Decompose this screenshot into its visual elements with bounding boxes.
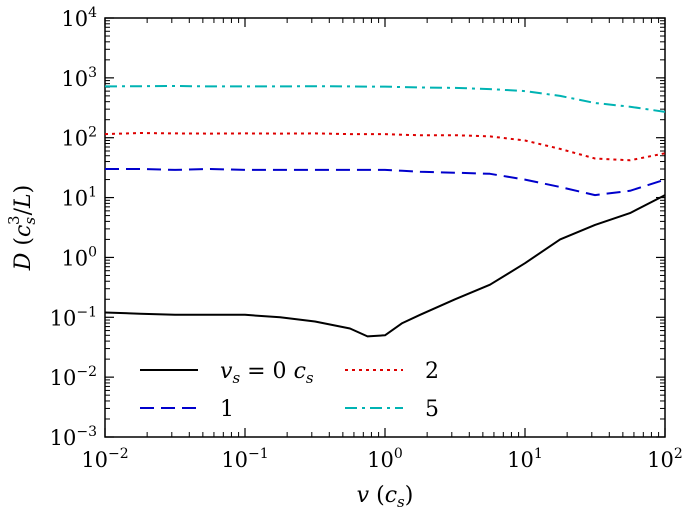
x-axis: 10−2 10−1 100 101 102: [81, 18, 683, 472]
x-label-unit: c: [385, 483, 397, 508]
series-line-2: [105, 168, 666, 197]
x-tick-label: 10−2: [81, 446, 128, 472]
y-label-unit-sub: s: [21, 217, 39, 225]
y-tick-exponent: 4: [88, 5, 97, 21]
x-tick-label: 100: [367, 446, 403, 472]
y-label-unit-sup: 3: [5, 215, 23, 225]
legend-equals: = 0: [240, 359, 293, 384]
y-tick-base: 10: [50, 426, 77, 450]
legend-var: v: [220, 359, 233, 384]
series-line-1: [104, 194, 666, 338]
y-tick-base: 10: [50, 366, 77, 390]
y-tick-exponent: 0: [88, 244, 97, 260]
y-tick-base: 10: [61, 187, 88, 211]
y-tick-exponent: −3: [76, 424, 97, 440]
x-tick-base: 10: [81, 448, 108, 472]
y-tick-exponent: −2: [76, 364, 97, 380]
legend-unit: c: [294, 359, 306, 384]
x-tick-label: 10−1: [221, 446, 268, 472]
y-tick-label: 104: [61, 5, 97, 31]
y-tick-base: 10: [61, 127, 88, 151]
x-tick-label: 101: [507, 446, 543, 472]
y-label-slash: /: [11, 207, 36, 215]
legend-text: 1: [220, 397, 234, 422]
y-tick-base: 10: [61, 7, 88, 31]
y-axis-label: D (cs3/L): [5, 185, 39, 271]
y-tick-label: 102: [61, 125, 97, 151]
y-label-unit: c: [11, 225, 36, 237]
plot-lines: [104, 85, 666, 338]
y-tick-label: 100: [61, 244, 97, 270]
x-axis-label: v (cs): [357, 483, 414, 511]
legend-unit-sub: s: [306, 369, 314, 387]
y-tick-label: 101: [61, 185, 97, 211]
y-tick-exponent: 3: [88, 65, 97, 81]
y-tick-label: 103: [61, 65, 97, 91]
y-tick-base: 10: [50, 306, 77, 330]
y-tick-exponent: −1: [76, 304, 97, 320]
series-line-3: [104, 132, 666, 162]
x-tick-base: 10: [221, 448, 248, 472]
x-tick-exponent: −2: [108, 446, 129, 462]
x-tick-base: 10: [507, 448, 534, 472]
y-tick-label: 10−1: [50, 304, 97, 330]
legend-label-3: 2: [425, 359, 439, 384]
y-label-paren: ): [11, 185, 36, 194]
x-tick-base: 10: [647, 448, 674, 472]
legend-label-4: 5: [425, 397, 439, 422]
y-tick-exponent: 1: [88, 185, 97, 201]
axis-labels: v (cs)D (cs3/L): [5, 185, 413, 511]
y-label-length: L: [11, 193, 36, 209]
series-line-4: [104, 85, 666, 113]
legend-label-1: vs = 0 cs: [220, 359, 314, 387]
y-label-paren: (: [11, 237, 36, 253]
legend-var-sub: s: [232, 369, 240, 387]
x-label-paren: (: [369, 483, 385, 508]
plot-area: [104, 17, 666, 438]
x-label-var: v: [357, 483, 370, 508]
x-tick-label: 102: [647, 446, 683, 472]
x-tick-exponent: 1: [534, 446, 543, 462]
x-tick-base: 10: [367, 448, 394, 472]
legend-label-2: 1: [220, 397, 234, 422]
y-label-var: D: [11, 252, 36, 271]
x-label-paren: ): [405, 483, 414, 508]
y-tick-base: 10: [61, 67, 88, 91]
x-tick-exponent: 0: [394, 446, 403, 462]
x-tick-exponent: −1: [248, 446, 269, 462]
y-tick-base: 10: [61, 246, 88, 270]
y-tick-label: 10−3: [50, 424, 97, 450]
legend-text: 5: [425, 397, 439, 422]
y-tick-exponent: 2: [88, 125, 97, 141]
legend-text: 2: [425, 359, 439, 384]
x-tick-exponent: 2: [674, 446, 683, 462]
x-label-unit-sub: s: [397, 493, 405, 511]
y-tick-label: 10−2: [50, 364, 97, 390]
